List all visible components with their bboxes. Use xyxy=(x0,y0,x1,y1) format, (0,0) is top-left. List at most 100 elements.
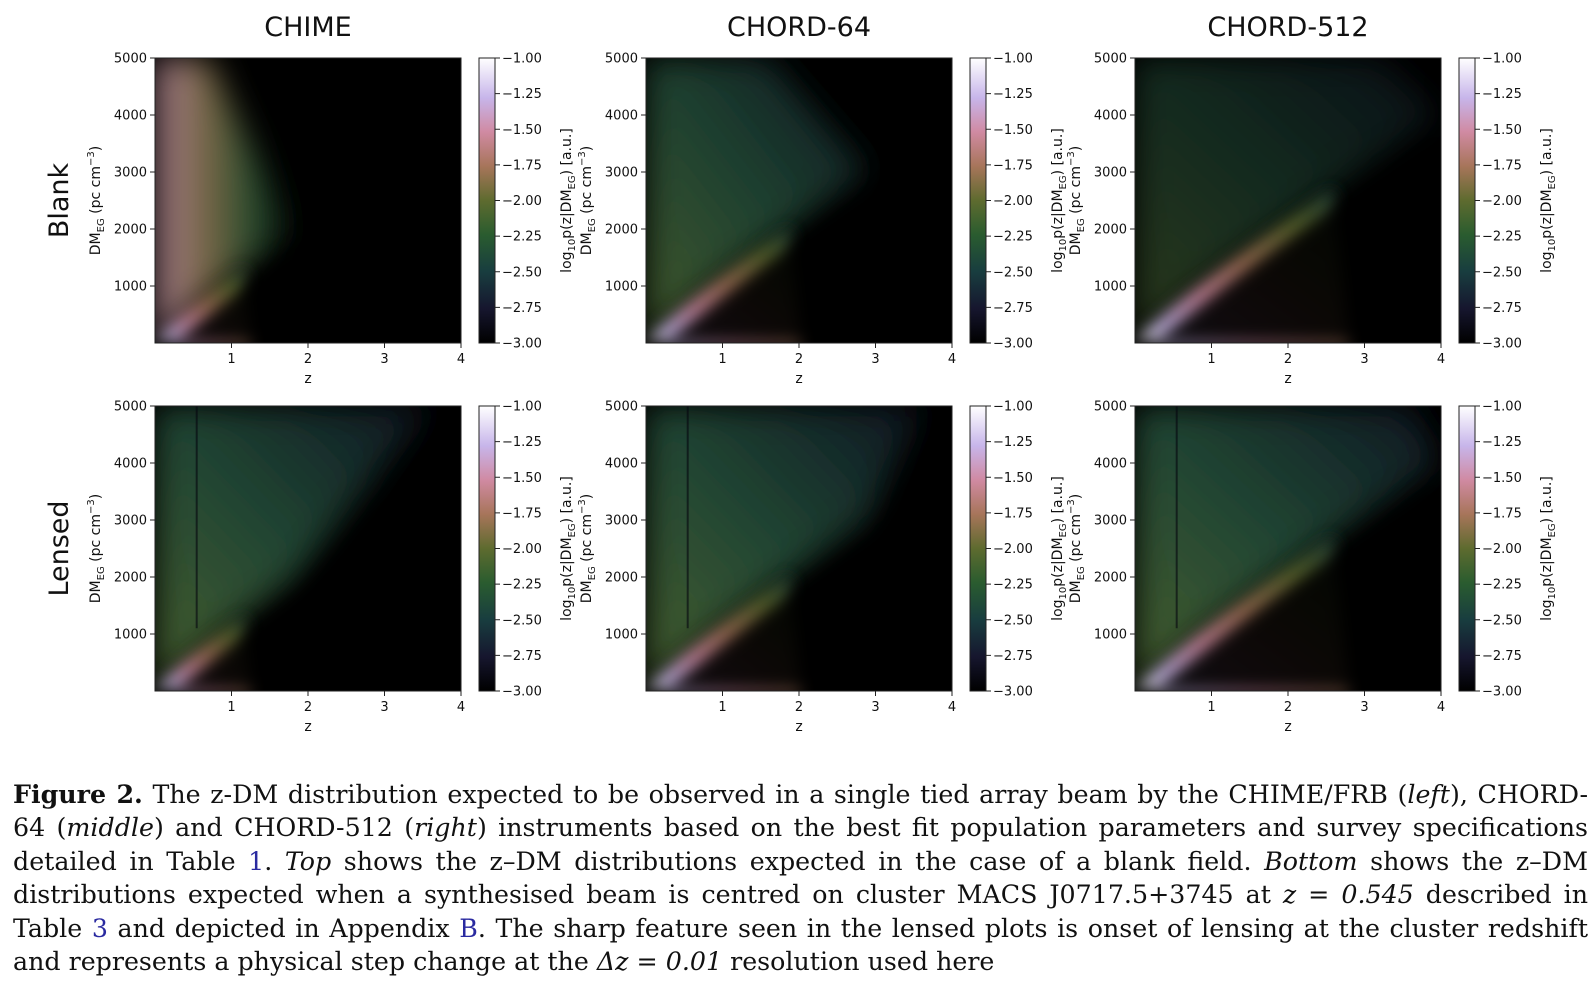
x-tick-label: 4 xyxy=(1437,352,1445,367)
x-tick-label: 1 xyxy=(227,700,235,715)
heatmap-shadow xyxy=(1138,63,1441,343)
colorbar-tick-label: −1.75 xyxy=(993,158,1033,173)
figure-caption: Figure 2. The z-DM distribution expected… xyxy=(13,778,1588,978)
heatmap-haze xyxy=(646,58,868,343)
colorbar-tick-label: −2.25 xyxy=(1482,578,1522,593)
x-tick-label: 1 xyxy=(718,352,726,367)
colorbar-tick-label: −2.50 xyxy=(1482,613,1522,628)
caption-text: ), CHORD-64 ( xyxy=(13,780,1588,843)
caption-text: The z-DM distribution expected to be obs… xyxy=(142,780,1408,809)
caption-text: ) and CHORD-512 ( xyxy=(153,813,415,843)
colorbar-tick-label: −2.25 xyxy=(993,230,1033,245)
colorbar-tick-label: −2.25 xyxy=(1482,230,1522,245)
y-tick-label: 4000 xyxy=(605,457,638,472)
colorbar xyxy=(969,57,987,344)
colorbar-tick-label: −2.00 xyxy=(993,542,1033,557)
colorbar-label: log10p(z|DMEG) [a.u.] xyxy=(1050,128,1069,273)
colorbar-label: log10p(z|DMEG) [a.u.] xyxy=(1050,476,1069,621)
colorbar-tick-label: −1.00 xyxy=(993,400,1033,415)
x-axis-label: z xyxy=(795,719,802,735)
heatmap-haze xyxy=(646,406,922,691)
colorbar-tick-label: −2.50 xyxy=(1482,265,1522,280)
colorbar-tick-label: −1.75 xyxy=(1482,506,1522,521)
y-tick-label: 3000 xyxy=(1094,166,1127,181)
column-title: CHIME xyxy=(264,12,351,43)
colorbar-label: log10p(z|DMEG) [a.u.] xyxy=(559,128,578,273)
x-tick-label: 4 xyxy=(457,352,465,367)
y-tick-label: 2000 xyxy=(605,571,638,586)
x-tick-label: 3 xyxy=(1360,700,1368,715)
colorbar-tick-label: −2.00 xyxy=(502,194,542,209)
heatmap-haze xyxy=(1135,406,1441,691)
x-tick-label: 4 xyxy=(457,700,465,715)
colorbar-tick-label: −1.25 xyxy=(993,435,1033,450)
figure: CHIME CHORD-64 CHORD-512 Blank Lensed 1 2 3 4 z 10… xyxy=(44,12,1558,736)
colorbar-label: log10p(z|DMEG) [a.u.] xyxy=(1539,476,1558,621)
y-axis-label: DMEG (pc cm−3) xyxy=(1066,494,1087,603)
x-axis-label: z xyxy=(304,371,311,387)
row-label: Blank xyxy=(44,162,75,238)
y-tick-label: 2000 xyxy=(1094,571,1127,586)
caption-text: . xyxy=(264,846,285,876)
colorbar-tick-label: −1.50 xyxy=(502,471,542,486)
colorbar-tick-label: −3.00 xyxy=(502,337,542,352)
heatmap-panel: 1 2 3 4 z 1000 2000 3000 4000 5000 DMEG (pc cm−3) −… xyxy=(86,400,578,736)
colorbar xyxy=(478,405,496,692)
x-tick-label: 3 xyxy=(871,352,879,367)
colorbar-tick-label: −3.00 xyxy=(993,685,1033,700)
heatmap-panel: 1 2 3 4 z 1000 2000 3000 4000 5000 DMEG (pc cm−3) −… xyxy=(577,52,1069,388)
x-tick-label: 2 xyxy=(795,700,803,715)
y-tick-label: 2000 xyxy=(114,571,147,586)
colorbar-tick-label: −2.00 xyxy=(1482,194,1522,209)
y-tick-label: 5000 xyxy=(1094,400,1127,415)
heatmap-panel: 1 2 3 4 z 1000 2000 3000 4000 5000 DMEG (pc cm−3) −… xyxy=(1066,400,1558,736)
x-tick-label: 2 xyxy=(1284,700,1292,715)
colorbar xyxy=(478,57,496,344)
y-axis-label: DMEG (pc cm−3) xyxy=(86,494,107,603)
y-tick-label: 1000 xyxy=(605,628,638,643)
y-tick-label: 1000 xyxy=(1094,628,1127,643)
caption-text: shows the z–DM distributions expected in… xyxy=(331,846,1265,876)
colorbar-tick-label: −1.75 xyxy=(1482,158,1522,173)
y-tick-label: 4000 xyxy=(114,109,147,124)
colorbar-tick-label: −2.25 xyxy=(502,230,542,245)
y-tick-label: 5000 xyxy=(1094,52,1127,67)
y-tick-label: 3000 xyxy=(1094,514,1127,529)
colorbar-tick-label: −3.00 xyxy=(1482,337,1522,352)
colorbar-tick-label: −1.50 xyxy=(993,471,1033,486)
colorbar-tick-label: −3.00 xyxy=(502,685,542,700)
table-3-link[interactable]: 3 xyxy=(91,913,108,943)
x-tick-label: 3 xyxy=(1360,352,1368,367)
colorbar-tick-label: −1.00 xyxy=(502,52,542,67)
colorbar-tick-label: −1.25 xyxy=(1482,87,1522,102)
colorbar-tick-label: −2.75 xyxy=(1482,301,1522,316)
colorbar-tick-label: −1.25 xyxy=(993,87,1033,102)
colorbar-tick-label: −2.25 xyxy=(502,578,542,593)
y-tick-label: 3000 xyxy=(114,166,147,181)
x-tick-label: 1 xyxy=(1207,700,1215,715)
y-tick-label: 2000 xyxy=(1094,223,1127,238)
y-tick-label: 1000 xyxy=(114,280,147,295)
colorbar-tick-label: −2.75 xyxy=(1482,649,1522,664)
caption-text: . The sharp feature seen in the lensed p… xyxy=(13,913,1588,977)
table-1-link[interactable]: 1 xyxy=(248,846,265,876)
y-tick-label: 1000 xyxy=(1094,280,1127,295)
colorbar-tick-label: −2.00 xyxy=(993,194,1033,209)
colorbar-tick-label: −2.00 xyxy=(1482,542,1522,557)
colorbar-tick-label: −2.50 xyxy=(502,613,542,628)
caption-text: ) instruments based on the best fit popu… xyxy=(13,813,1588,876)
x-tick-label: 3 xyxy=(380,700,388,715)
colorbar-tick-label: −2.75 xyxy=(502,301,542,316)
colorbar-tick-label: −3.00 xyxy=(993,337,1033,352)
y-tick-label: 2000 xyxy=(114,223,147,238)
caption-text: described in Table xyxy=(13,880,1588,943)
colorbar-tick-label: −1.75 xyxy=(993,506,1033,521)
caption-text: Top xyxy=(284,846,332,876)
colorbar-tick-label: −1.25 xyxy=(1482,435,1522,450)
appendix-b-link[interactable]: B xyxy=(459,913,478,943)
x-tick-label: 2 xyxy=(795,352,803,367)
y-tick-label: 3000 xyxy=(114,514,147,529)
y-tick-label: 4000 xyxy=(605,109,638,124)
y-axis-label: DMEG (pc cm−3) xyxy=(1066,146,1087,255)
colorbar-tick-label: −1.00 xyxy=(1482,400,1522,415)
